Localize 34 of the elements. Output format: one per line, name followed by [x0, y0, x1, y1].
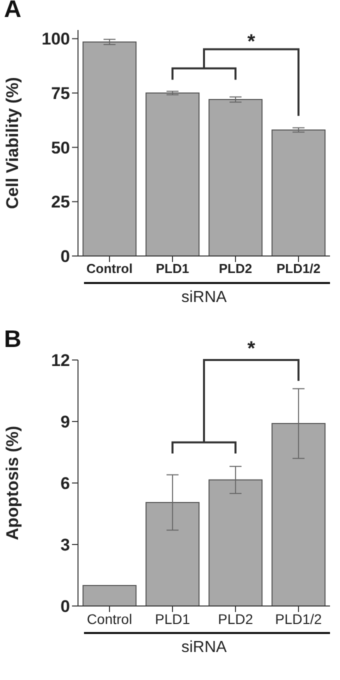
- bar: [208, 99, 263, 256]
- x-tick-label: PLD1: [156, 261, 190, 276]
- y-tick-label: 3: [60, 536, 70, 555]
- x-tick-label: PLD1: [154, 610, 190, 627]
- chart-title: A: [4, 0, 22, 24]
- y-tick-label: 50: [51, 138, 70, 158]
- x-tick-label: Control: [86, 261, 133, 276]
- y-tick-label: 9: [60, 412, 70, 432]
- x-tick-label: Control: [86, 610, 132, 627]
- annotation: *: [247, 338, 256, 360]
- y-tick-label: 6: [60, 474, 70, 494]
- annotation: *: [247, 30, 256, 53]
- bar: [272, 129, 326, 256]
- y-tick-label: 0: [60, 247, 70, 266]
- bar: [82, 41, 137, 256]
- bar: [146, 502, 200, 606]
- y-axis-title: Cell Viability (%): [3, 77, 22, 209]
- chart-title: B: [4, 326, 22, 354]
- x-tick-label: PLD2: [218, 261, 252, 276]
- x-axis-title: siRNA: [181, 639, 227, 656]
- bar: [272, 423, 326, 606]
- bar: [82, 585, 137, 606]
- y-tick-label: 75: [51, 84, 70, 104]
- bar: [208, 479, 263, 606]
- y-tick-label: 12: [51, 351, 70, 370]
- x-tick-label: PLD1/2: [275, 610, 322, 627]
- y-tick-label: 25: [51, 192, 70, 212]
- x-axis-title: siRNA: [181, 289, 227, 306]
- x-tick-label: PLD2: [218, 610, 254, 627]
- x-tick-label: PLD1/2: [276, 261, 321, 276]
- y-tick-label: 100: [42, 30, 70, 49]
- bar: [146, 92, 200, 256]
- y-tick-label: 0: [60, 597, 70, 616]
- y-axis-title: Apoptosis (%): [3, 426, 22, 540]
